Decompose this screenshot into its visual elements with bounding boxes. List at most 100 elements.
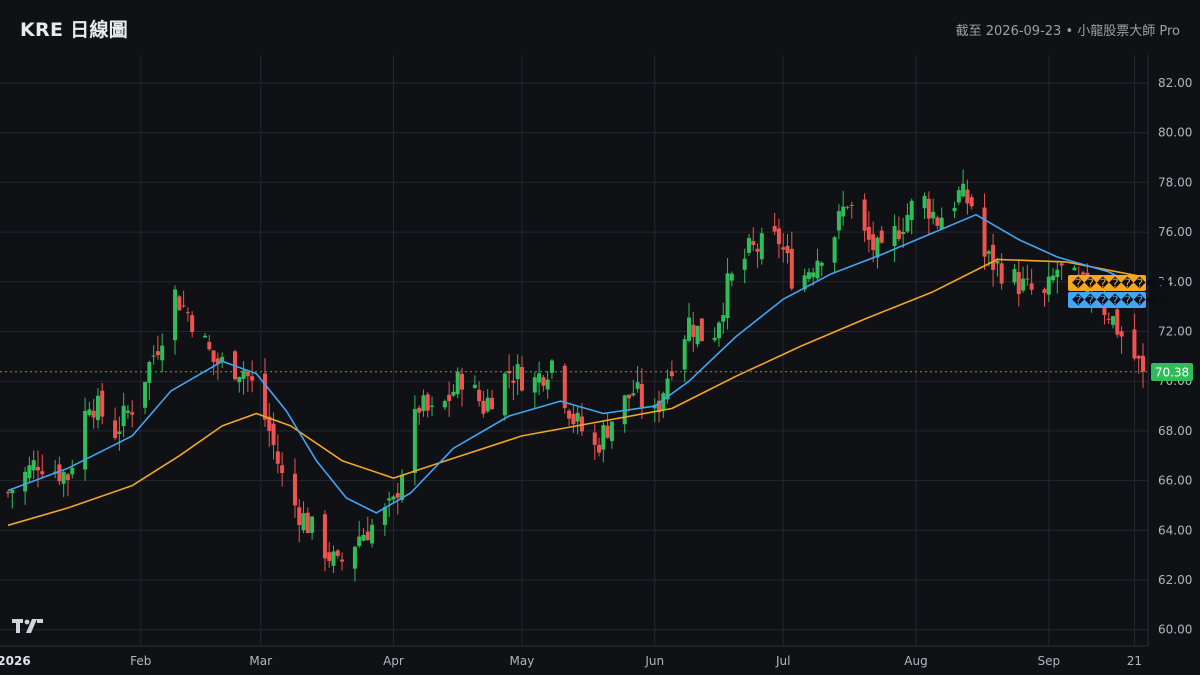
candle-body — [986, 251, 991, 254]
candle-body — [455, 371, 460, 395]
candle-body — [211, 350, 216, 362]
candle-body — [751, 241, 756, 246]
y-tick-label: 60.00 — [1158, 623, 1192, 637]
candle-body — [310, 516, 315, 533]
candle-body — [682, 339, 687, 370]
candle-body — [567, 410, 572, 419]
candle-body — [87, 409, 92, 416]
candle-body — [1046, 276, 1051, 295]
candle-body — [447, 394, 452, 401]
candle-body — [61, 472, 66, 484]
candle-body — [892, 226, 897, 247]
candle-body — [1042, 289, 1047, 294]
candle-body — [442, 401, 447, 408]
candle-body — [271, 423, 276, 446]
candle-body — [956, 190, 961, 203]
candle-body — [901, 232, 906, 235]
y-tick-label: 80.00 — [1158, 126, 1192, 140]
candle-body — [729, 273, 734, 281]
candle-body — [1055, 269, 1060, 278]
y-tick-label: 66.00 — [1158, 474, 1192, 488]
candle-body — [335, 550, 340, 556]
candle-body — [1136, 355, 1141, 359]
candle-body — [250, 376, 255, 381]
candle-body — [926, 198, 931, 219]
candle-body — [781, 247, 786, 250]
candle-body — [896, 230, 901, 240]
candle-body — [160, 345, 165, 361]
page-subtitle: 截至 2026-09-23 • 小龍股票大師 Pro — [955, 24, 1180, 39]
candle-body — [695, 325, 700, 345]
candle-body — [849, 205, 854, 207]
x-tick-label: Aug — [904, 654, 927, 668]
candle-body — [391, 496, 396, 500]
candle-body — [755, 248, 760, 252]
candle-body — [151, 355, 156, 357]
candle-body — [1081, 272, 1086, 275]
candle-body — [772, 226, 777, 232]
candle-body — [592, 432, 597, 445]
candle-body — [262, 373, 267, 420]
candle-body — [909, 200, 914, 221]
x-tick-label: Apr — [383, 654, 404, 668]
y-tick-label: 74.00 — [1158, 275, 1192, 289]
candle-body — [430, 405, 435, 407]
candle-body — [931, 211, 936, 219]
candle-body — [117, 431, 122, 434]
candle-body — [862, 199, 867, 231]
candle-body — [190, 315, 195, 333]
candle-body — [181, 305, 186, 307]
ma-fast-tag-label: �������� — [1072, 294, 1171, 308]
candle-body — [939, 217, 944, 230]
candle-body — [6, 492, 10, 494]
candle-body — [562, 365, 567, 409]
candle-body — [382, 507, 387, 525]
candle-body — [716, 322, 721, 339]
candle-layer — [6, 169, 1145, 582]
candle-body — [961, 183, 966, 197]
ma-slow-line — [7, 258, 1144, 527]
candle-body — [922, 195, 927, 209]
candle-body — [280, 465, 285, 473]
candle-body — [635, 382, 640, 389]
candle-body — [275, 451, 280, 464]
candle-body — [571, 413, 576, 425]
candle-body — [519, 367, 524, 391]
candle-body — [1072, 267, 1077, 271]
candle-body — [1021, 278, 1026, 291]
candle-body — [511, 380, 516, 383]
candle-body — [639, 383, 644, 407]
candle-body — [815, 260, 820, 279]
grid-layer — [0, 55, 1148, 646]
candle-body — [601, 425, 606, 450]
candle-body — [721, 315, 726, 322]
ma-fast-line — [7, 213, 1144, 514]
candle-body — [143, 381, 148, 408]
candle-body — [91, 410, 96, 418]
candle-body — [802, 275, 807, 290]
candle-body — [691, 324, 696, 337]
candle-body — [669, 371, 674, 377]
candle-body — [40, 471, 45, 475]
candle-body — [485, 397, 490, 412]
candle-body — [742, 258, 747, 270]
candle-body — [421, 395, 426, 412]
page-title: KRE 日線圖 — [20, 19, 129, 41]
candle-body — [982, 207, 987, 257]
candle-body — [502, 373, 507, 416]
candle-body — [1029, 283, 1034, 290]
candle-body — [241, 370, 246, 379]
candle-body — [687, 317, 691, 341]
candle-body — [746, 238, 751, 253]
candle-body — [57, 464, 62, 482]
candle-body — [785, 245, 790, 254]
candle-body — [657, 400, 662, 413]
candle-body — [361, 534, 366, 541]
y-tick-label: 68.00 — [1158, 424, 1192, 438]
candle-body — [237, 377, 242, 383]
candle-body — [425, 394, 430, 411]
candle-body — [995, 260, 1000, 264]
candle-body — [935, 217, 940, 226]
x-tick-label: Sep — [1037, 654, 1060, 668]
